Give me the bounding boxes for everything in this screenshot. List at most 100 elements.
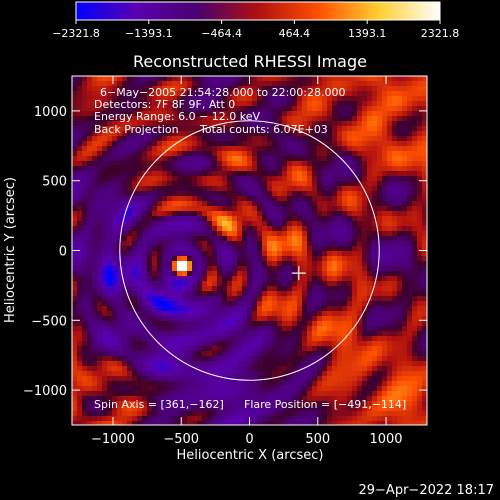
heatmap-cell — [362, 396, 368, 402]
heatmap-cell — [167, 91, 173, 97]
heatmap-cell — [117, 396, 123, 402]
heatmap-cell — [327, 191, 333, 197]
heatmap-cell — [147, 291, 153, 297]
heatmap-cell — [237, 271, 243, 277]
heatmap-cell — [222, 171, 228, 177]
heatmap-cell — [302, 201, 308, 207]
heatmap-cell — [192, 186, 198, 192]
heatmap-cell — [402, 136, 408, 142]
heatmap-cell — [347, 186, 353, 192]
heatmap-cell — [282, 86, 288, 92]
heatmap-cell — [422, 141, 427, 147]
heatmap-cell — [232, 126, 238, 132]
heatmap-cell — [407, 256, 413, 262]
heatmap-cell — [112, 161, 118, 167]
heatmap-cell — [307, 141, 313, 147]
heatmap-cell — [377, 296, 383, 302]
heatmap-cell — [332, 386, 338, 392]
heatmap-cell — [247, 161, 253, 167]
heatmap-cell — [142, 251, 148, 257]
heatmap-cell — [192, 261, 198, 267]
heatmap-cell — [312, 201, 318, 207]
heatmap-cell — [297, 341, 303, 347]
heatmap-cell — [352, 376, 358, 382]
heatmap-cell — [177, 301, 183, 307]
heatmap-cell — [212, 366, 218, 372]
heatmap-cell — [147, 351, 153, 357]
heatmap-cell — [102, 361, 108, 367]
heatmap-cell — [337, 376, 343, 382]
heatmap-cell — [222, 186, 228, 192]
heatmap-cell — [362, 196, 368, 202]
heatmap-cell — [382, 336, 388, 342]
heatmap-cell — [87, 96, 93, 102]
heatmap-cell — [227, 176, 233, 182]
heatmap-cell — [252, 221, 258, 227]
heatmap-cell — [107, 181, 113, 187]
heatmap-cell — [342, 341, 348, 347]
heatmap-cell — [242, 206, 248, 212]
heatmap-cell — [272, 136, 278, 142]
heatmap-cell — [327, 386, 333, 392]
heatmap-cell — [322, 201, 328, 207]
colorbar-tick-label: −2321.8 — [52, 27, 100, 40]
heatmap-cell — [102, 421, 108, 425]
heatmap-cell — [147, 296, 153, 302]
heatmap-cell — [272, 141, 278, 147]
heatmap-cell — [102, 221, 108, 227]
heatmap-cell — [362, 326, 368, 332]
heatmap-cell — [162, 226, 168, 232]
heatmap-cell — [172, 206, 178, 212]
heatmap-cell — [402, 156, 408, 162]
heatmap-cell — [152, 111, 158, 117]
heatmap-cell — [142, 261, 148, 267]
heatmap-cell — [257, 341, 263, 347]
heatmap-cell — [322, 421, 328, 425]
heatmap-cell — [342, 376, 348, 382]
heatmap-cell — [142, 236, 148, 242]
heatmap-cell — [227, 286, 233, 292]
heatmap-cell — [277, 141, 283, 147]
heatmap-cell — [297, 91, 303, 97]
heatmap-cell — [102, 326, 108, 332]
heatmap-cell — [92, 281, 98, 287]
heatmap-cell — [267, 116, 273, 122]
heatmap-cell — [302, 401, 308, 407]
heatmap-cell — [122, 76, 128, 82]
heatmap-cell — [77, 401, 83, 407]
heatmap-cell — [142, 101, 148, 107]
heatmap-cell — [162, 326, 168, 332]
heatmap-cell — [417, 401, 423, 407]
heatmap-cell — [377, 331, 383, 337]
heatmap-cell — [272, 101, 278, 107]
heatmap-cell — [177, 266, 183, 272]
heatmap-cell — [202, 206, 208, 212]
heatmap-cell — [367, 256, 373, 262]
heatmap-cell — [222, 206, 228, 212]
heatmap-cell — [112, 391, 118, 397]
heatmap-cell — [112, 351, 118, 357]
heatmap-cell — [337, 161, 343, 167]
heatmap-cell — [167, 351, 173, 357]
heatmap-cell — [287, 276, 293, 282]
heatmap-cell — [92, 341, 98, 347]
heatmap-cell — [267, 81, 273, 87]
heatmap-cell — [287, 351, 293, 357]
heatmap-cell — [192, 181, 198, 187]
heatmap-cell — [322, 336, 328, 342]
heatmap-cell — [112, 326, 118, 332]
heatmap-cell — [362, 251, 368, 257]
heatmap-cell — [172, 106, 178, 112]
heatmap-cell — [402, 91, 408, 97]
heatmap-cell — [157, 226, 163, 232]
heatmap-cell — [87, 236, 93, 242]
heatmap-cell — [377, 241, 383, 247]
heatmap-cell — [307, 151, 313, 157]
heatmap-cell — [262, 146, 268, 152]
heatmap-cell — [422, 401, 427, 407]
heatmap-cell — [172, 381, 178, 387]
heatmap-cell — [142, 181, 148, 187]
heatmap-cell — [182, 241, 188, 247]
heatmap-cell — [187, 401, 193, 407]
heatmap-cell — [247, 376, 253, 382]
